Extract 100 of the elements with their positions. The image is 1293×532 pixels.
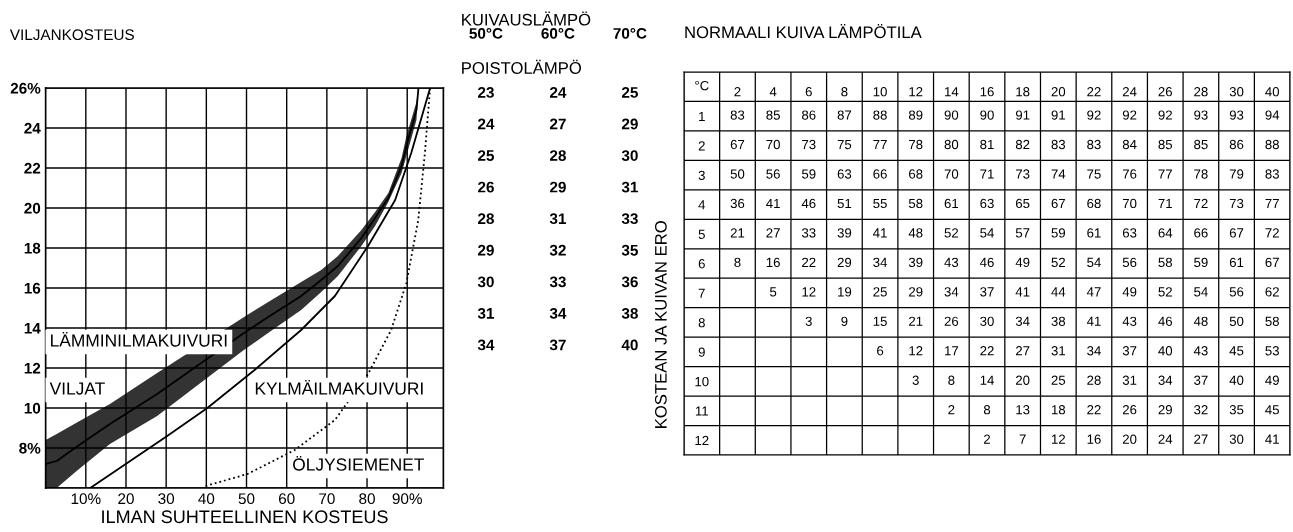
- data-label: 30: [1229, 434, 1244, 444]
- annotation: LÄMMINILMAKUIVURI: [51, 331, 227, 347]
- data-label: 22: [980, 346, 994, 356]
- data-label: 30: [477, 276, 494, 288]
- data-label: 83: [1051, 139, 1066, 150]
- data-label: 58: [1265, 316, 1279, 326]
- data-label: 66: [1194, 228, 1208, 238]
- data-label: 33: [621, 213, 638, 225]
- data-label: 22: [1087, 405, 1101, 415]
- data-label: 38: [621, 307, 638, 319]
- data-label: 35: [621, 244, 638, 256]
- data-label: 40: [1229, 375, 1244, 385]
- x-axis-title: ILMAN SUHTEELLINEN KOSTEUS: [102, 510, 388, 524]
- data-label: 23: [477, 87, 494, 98]
- data-label: 74: [1051, 169, 1066, 179]
- x-tick-label: 90%: [392, 493, 422, 505]
- data-label: 41: [873, 228, 887, 238]
- data-label: 72: [1194, 198, 1208, 208]
- data-label: 29: [1158, 405, 1172, 415]
- data-label: 82: [1015, 139, 1030, 150]
- data-label: 52: [1158, 287, 1172, 297]
- data-label: 43: [944, 257, 959, 268]
- y-tick-label: 22: [24, 162, 41, 174]
- y-tick-label: 11: [695, 406, 708, 416]
- x-tick-label: 20: [118, 493, 134, 505]
- x-tick-label: 4: [769, 87, 777, 97]
- data-label: 32: [549, 244, 566, 256]
- data-label: 92: [1087, 110, 1101, 120]
- data-label: 59: [801, 169, 816, 179]
- data-label: 33: [801, 228, 816, 238]
- x-tick-label: 40: [198, 493, 215, 505]
- x-tick-label: 60°C: [541, 27, 575, 39]
- data-label: 8: [983, 405, 991, 415]
- data-label: 86: [1229, 139, 1244, 150]
- data-label: 70: [1122, 198, 1137, 209]
- data-label: 2: [948, 405, 955, 415]
- data-label: 48: [908, 228, 923, 238]
- data-label: 55: [873, 198, 887, 209]
- data-label: 79: [1229, 169, 1244, 179]
- data-label: 30: [621, 150, 638, 161]
- data-label: 20: [1015, 375, 1030, 385]
- data-label: 16: [1087, 434, 1101, 444]
- data-label: 41: [766, 198, 780, 208]
- data-label: 65: [1015, 198, 1030, 209]
- y-tick-label: 2: [698, 141, 705, 151]
- data-label: 31: [549, 213, 566, 225]
- data-label: 12: [1051, 434, 1065, 444]
- y-tick-label: 9: [698, 347, 705, 357]
- x-tick-label: 28: [1194, 87, 1208, 97]
- data-label: 81: [980, 139, 994, 150]
- data-label: 45: [1229, 346, 1244, 356]
- data-label: 50: [730, 169, 745, 179]
- data-label: 15: [873, 316, 887, 326]
- data-label: 48: [1193, 316, 1208, 326]
- data-label: 92: [1158, 110, 1172, 120]
- data-label: 63: [1122, 228, 1137, 238]
- data-label: 61: [944, 198, 959, 209]
- data-label: 77: [1265, 198, 1279, 208]
- x-tick-label: 20: [1051, 87, 1066, 97]
- data-label: 34: [873, 257, 888, 268]
- data-label: 54: [980, 228, 994, 238]
- data-label: 14: [980, 375, 994, 385]
- y-tick-label: 7: [698, 288, 705, 298]
- data-label: 25: [873, 287, 887, 297]
- data-label: 64: [1158, 228, 1173, 238]
- data-label: 34: [944, 287, 959, 297]
- data-label: 34: [1158, 375, 1173, 385]
- data-label: 32: [1194, 405, 1208, 415]
- data-label: 92: [1122, 110, 1137, 120]
- data-label: 66: [873, 169, 887, 179]
- data-label: 70: [766, 139, 780, 150]
- data-label: 46: [801, 198, 816, 209]
- data-label: 71: [980, 169, 994, 179]
- x-tick-label: 12: [909, 87, 923, 97]
- y-tick-label: 14: [24, 323, 41, 334]
- data-label: 27: [1194, 434, 1208, 444]
- data-label: 56: [1229, 287, 1244, 297]
- data-label: 67: [1051, 198, 1065, 209]
- x-tick-label: 70: [319, 493, 335, 505]
- data-label: 87: [837, 110, 852, 120]
- x-tick-label: 10: [873, 87, 887, 97]
- data-label: 93: [1194, 110, 1208, 120]
- chart-title: NORMAALI KUIVA LÄMPÖTILA: [685, 24, 922, 39]
- data-label: 38: [1051, 316, 1066, 326]
- data-label: 34: [549, 307, 567, 319]
- x-tick-label: 30: [1229, 87, 1244, 97]
- annotation: ÖLJYSIEMENET: [293, 455, 424, 471]
- data-label: 78: [1194, 169, 1208, 179]
- data-label: 56: [1122, 257, 1137, 268]
- data-label: 70: [944, 169, 959, 179]
- data-label: 59: [1051, 228, 1066, 238]
- data-label: 41: [1265, 434, 1279, 444]
- data-label: 83: [1265, 169, 1279, 179]
- data-label: 43: [1122, 316, 1137, 326]
- data-label: 49: [1122, 287, 1137, 297]
- y-tick-label: 18: [24, 242, 41, 254]
- data-label: 52: [1051, 257, 1065, 268]
- data-label: 24: [1158, 434, 1173, 444]
- x-tick-label: 40: [1265, 87, 1280, 97]
- data-label: 39: [837, 228, 852, 238]
